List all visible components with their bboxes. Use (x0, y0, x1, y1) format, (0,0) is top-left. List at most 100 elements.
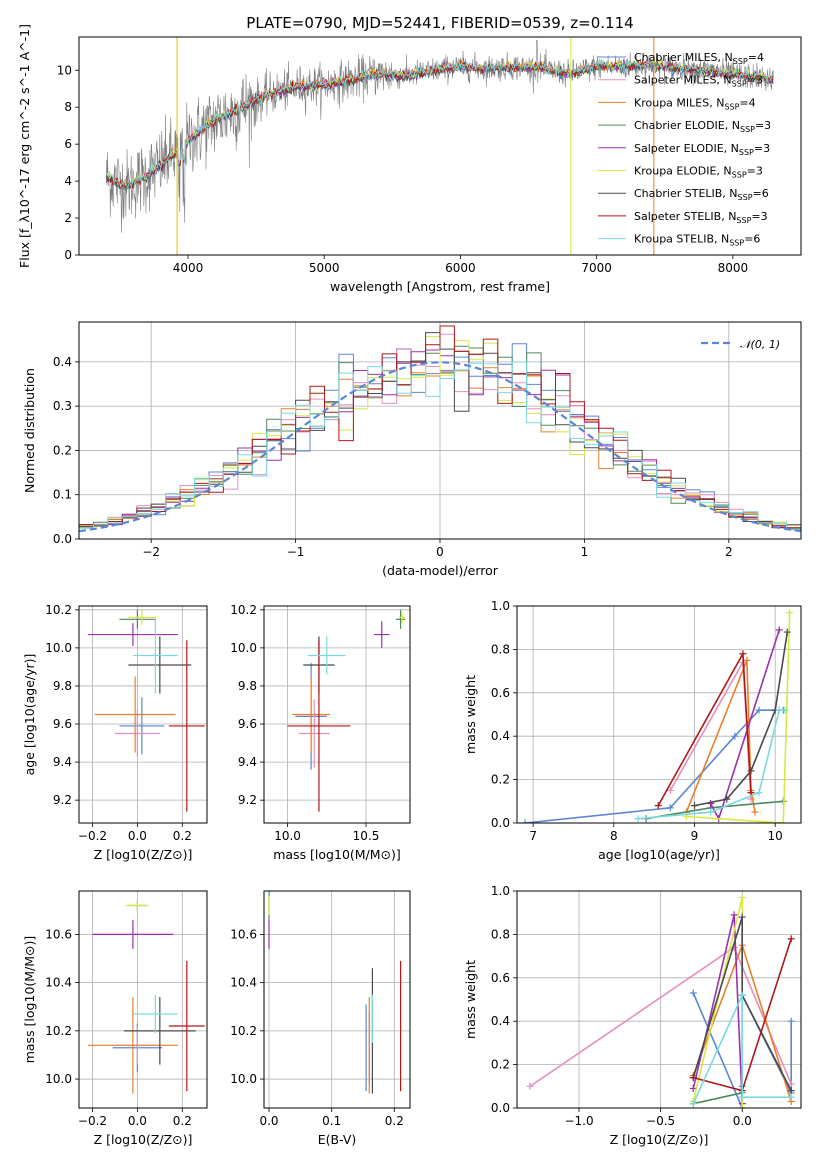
legend-entry-8: Salpeter STELIB, NSSP=3 (634, 210, 768, 225)
mass-vs-EBV-xtick-label: 0.1 (322, 1114, 341, 1128)
mass-vs-Z-xtick-label: 0.0 (128, 1114, 147, 1128)
massweight-vs-Z-marker (738, 991, 746, 999)
massweight-vs-Z-ytick-label: 0.2 (491, 1058, 510, 1072)
massweight-vs-Z-ytick-label: 1.0 (491, 884, 510, 898)
normal-curve (79, 361, 801, 533)
spectrum-xlabel: wavelength [Angstrom, rest frame] (330, 279, 550, 294)
massweight-vs-age-marker (654, 802, 662, 810)
spectrum-ylabel: Flux [f_λ10^-17 erg cm^-2 s^-1 A^-1] (17, 24, 32, 268)
age-vs-mass-frame (263, 605, 411, 824)
residuals-frame (78, 321, 802, 540)
mass-vs-EBV-panel: 0.0 0.1 0.2 10.0 10.2 10.4 10.6 E(B-V) (230, 890, 411, 1147)
age-vs-mass-ytick-label: 9.4 (238, 755, 257, 769)
massweight-vs-age-marker (666, 786, 674, 794)
age-vs-mass-ytick-label: 10.2 (230, 603, 257, 617)
massweight-vs-age-marker (783, 628, 791, 636)
mass-vs-EBV-ytick-label: 10.2 (230, 1024, 257, 1038)
massweight-vs-Z-marker (730, 911, 738, 919)
spectrum-ytick-label: 2 (64, 211, 72, 225)
mass-vs-Z-xlabel: Z [log10(Z/Z⊙)] (94, 1132, 193, 1147)
massweight-vs-age-marker (521, 819, 529, 823)
massweight-vs-age-ytick-label: 0.2 (491, 773, 510, 787)
massweight-vs-age-plot-area (521, 609, 794, 823)
massweight-vs-Z-xlabel: Z [log10(Z/Z⊙)] (610, 1132, 709, 1147)
massweight-vs-age-marker (775, 626, 783, 634)
mass-vs-EBV-ytick-label: 10.4 (230, 976, 257, 990)
spectrum-ytick-label: 10 (57, 63, 72, 77)
residuals-ylabel: Normed distribution (22, 368, 37, 493)
massweight-vs-age-marker (781, 706, 789, 714)
residuals-ytick-label: 0.4 (53, 355, 72, 369)
massweight-vs-age-xlabel: age [log10(age/yr)] (598, 847, 720, 862)
mass-vs-EBV-ytick-label: 10.6 (230, 927, 257, 941)
massweight-vs-Z-ylabel: mass weight (463, 960, 478, 1039)
spectrum-ytick-label: 4 (64, 174, 72, 188)
spectrum-xtick-label: 7000 (581, 261, 612, 275)
age-vs-Z-ylabel: age [log10(age/yr)] (22, 654, 37, 776)
spectrum-xtick-label: 8000 (718, 261, 749, 275)
spectrum-plot-area (105, 37, 774, 255)
massweight-vs-Z-panel: −1.0 −0.5 0.0 0.0 0.2 0.4 0.6 0.8 1.0 Z [log10(Z/… (463, 884, 802, 1147)
age-vs-mass-xtick-label: 10.0 (274, 829, 301, 843)
age-vs-mass-ytick-label: 9.2 (238, 793, 257, 807)
massweight-vs-age-marker (755, 789, 763, 797)
massweight-vs-age-marker (747, 767, 755, 775)
massweight-vs-age-xtick-label: 10 (768, 829, 783, 843)
age-vs-Z-ytick-label: 9.4 (53, 755, 72, 769)
massweight-vs-age-marker (723, 795, 731, 803)
massweight-vs-age-series-1 (525, 709, 784, 823)
mass-vs-Z-xtick-label: −0.2 (78, 1114, 107, 1128)
age-vs-mass-ytick-label: 9.6 (238, 717, 257, 731)
legend-entry-1: Chabrier MILES, NSSP=4 (634, 51, 764, 66)
mass-vs-Z-ylabel: mass [log10(M/M⊙)] (22, 936, 37, 1064)
massweight-vs-age-marker (707, 808, 715, 816)
spectrum-frame (78, 36, 802, 256)
massweight-vs-age-panel: 7 8 9 10 0.0 0.2 0.4 0.6 0.8 1.0 age [log10(age/yr… (463, 599, 802, 862)
massweight-vs-Z-marker (787, 1087, 795, 1095)
age-vs-Z-ytick-label: 9.8 (53, 679, 72, 693)
massweight-vs-age-marker (743, 656, 751, 664)
massweight-vs-Z-plot-area (526, 894, 795, 1108)
mass-vs-Z-panel: −0.2 0.0 0.2 10.0 10.2 10.4 10.6 Z [log10(Z/Z⊙)… (22, 890, 208, 1147)
residuals-ytick-label: 0.3 (53, 399, 72, 413)
residuals-xlabel: (data-model)/error (382, 563, 499, 578)
residuals-xtick-label: 1 (581, 545, 589, 559)
massweight-vs-Z-marker (787, 1080, 795, 1088)
massweight-vs-age-ytick-label: 0.0 (491, 816, 510, 830)
massweight-vs-Z-series-7 (692, 916, 792, 1091)
spectrum-xtick-label: 6000 (445, 261, 476, 275)
massweight-vs-Z-xtick-label: −0.5 (646, 1114, 675, 1128)
massweight-vs-age-marker (747, 789, 755, 797)
massweight-vs-age-marker (751, 808, 759, 816)
age-vs-Z-ytick-label: 9.6 (53, 717, 72, 731)
mass-vs-Z-xtick-label: 0.2 (173, 1114, 192, 1128)
massweight-vs-age-marker (666, 804, 674, 812)
spectrum-model-line-9 (105, 59, 774, 189)
spectrum-xtick-label: 4000 (173, 261, 204, 275)
massweight-vs-age-marker (755, 706, 763, 714)
age-vs-Z-xtick-label: −0.2 (78, 829, 107, 843)
massweight-vs-age-series-6 (686, 612, 791, 823)
age-vs-mass-plot-area (287, 609, 406, 812)
residuals-ytick-label: 0.1 (53, 488, 72, 502)
massweight-vs-age-ytick-label: 1.0 (491, 599, 510, 613)
massweight-vs-age-xtick-label: 7 (529, 829, 537, 843)
residuals-xtick-label: 0 (436, 545, 444, 559)
massweight-vs-Z-marker (526, 1082, 534, 1090)
age-vs-Z-panel: −0.2 0.0 0.2 9.2 9.4 9.6 9.8 10.0 10.2 Z [log10(Z… (22, 603, 208, 862)
massweight-vs-age-ylabel: mass weight (463, 675, 478, 754)
spectrum-legend: Chabrier MILES, NSSP=4 Salpeter MILES, NS… (598, 51, 771, 248)
mass-vs-Z-ytick-label: 10.6 (45, 927, 72, 941)
massweight-vs-Z-marker (738, 1093, 746, 1101)
massweight-vs-Z-marker (738, 913, 746, 921)
age-vs-Z-ytick-label: 10.0 (45, 641, 72, 655)
massweight-vs-age-ytick-label: 0.8 (491, 642, 510, 656)
spectrum-ytick-label: 6 (64, 137, 72, 151)
massweight-vs-age-xtick-label: 9 (691, 829, 699, 843)
mass-vs-Z-frame (78, 890, 208, 1109)
legend-entry-2: Salpeter MILES, NSSP=3 (634, 74, 763, 89)
massweight-vs-age-frame (516, 605, 802, 824)
figure-title: PLATE=0790, MJD=52441, FIBERID=0539, z=0… (246, 14, 633, 32)
massweight-vs-Z-marker (738, 894, 746, 902)
